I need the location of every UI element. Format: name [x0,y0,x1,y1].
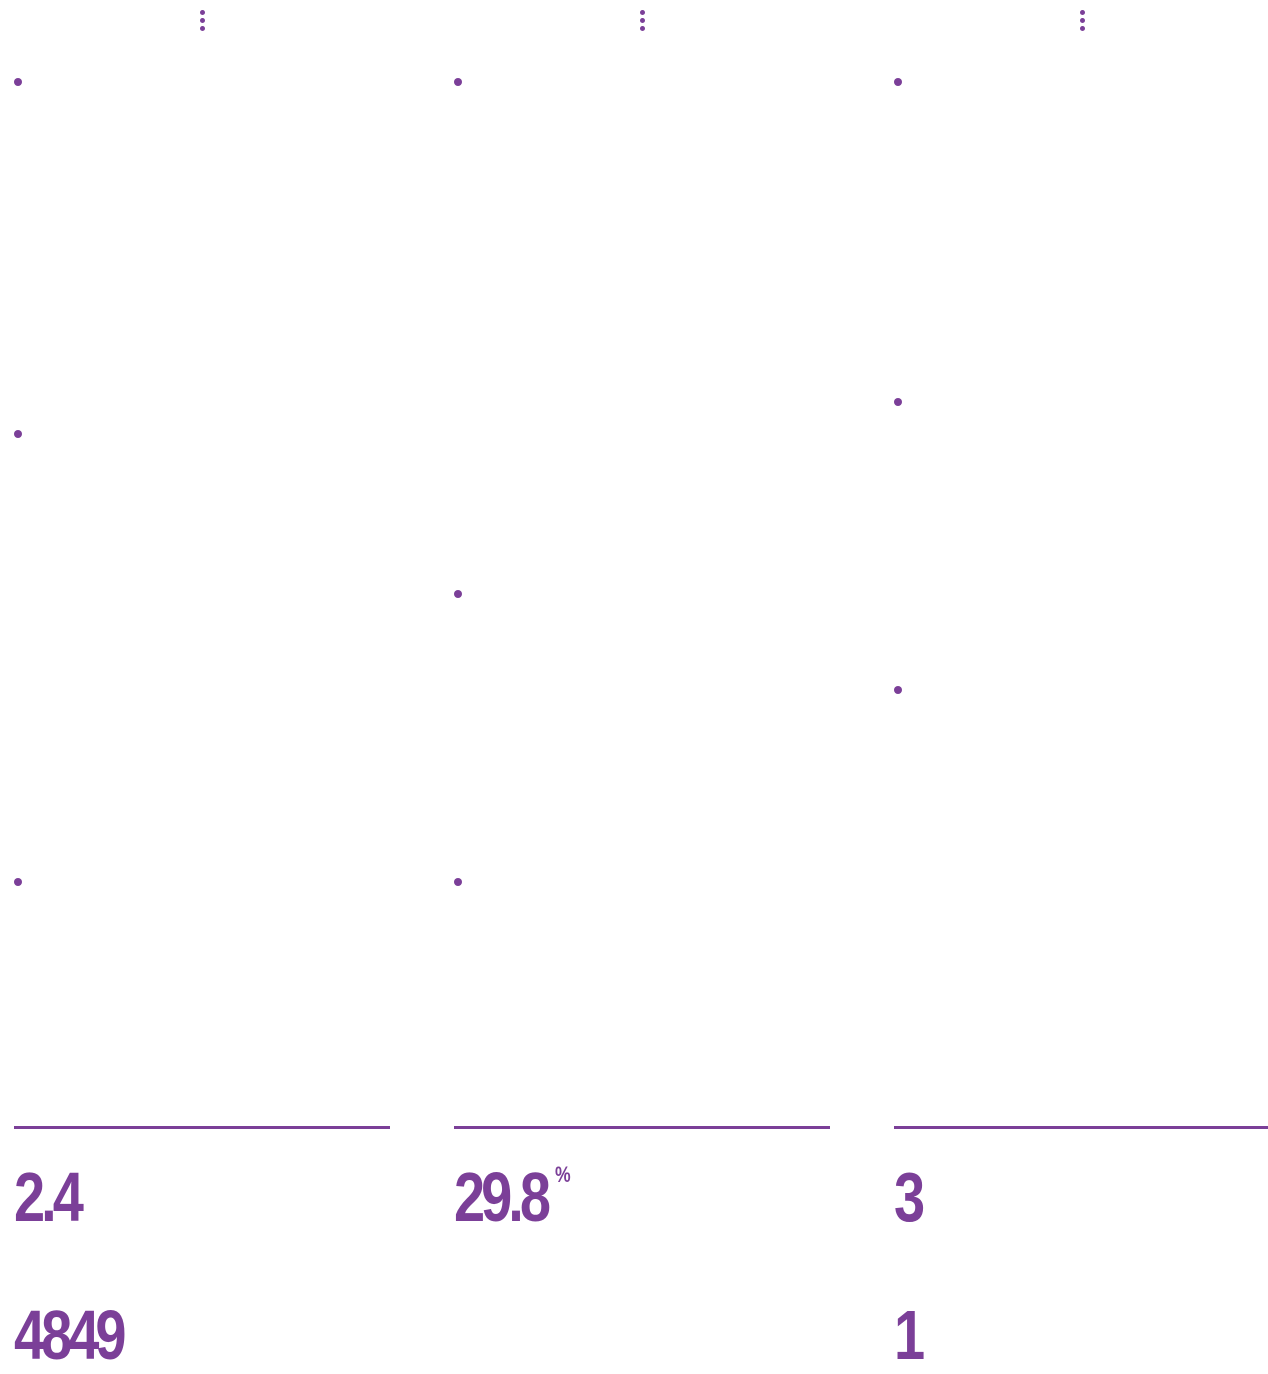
stat-value: 2.4 [14,1158,84,1236]
bullet-icon [894,78,902,86]
column-1: 2.4 4849 [14,0,390,1374]
divider [894,1126,1268,1129]
stat-unit: % [555,1162,571,1187]
bullet-icon [454,590,462,598]
more-vertical-icon[interactable] [640,10,646,40]
column-2: 29.8% [454,0,830,1368]
bullet-icon [454,78,462,86]
divider [14,1126,390,1129]
column-3: 3 1 [894,0,1268,1374]
stat-value: 29.8% [454,1158,571,1236]
bullet-icon [454,878,462,886]
stat-value: 1 [894,1296,925,1374]
more-vertical-icon[interactable] [200,10,206,40]
stat-value: 3 [894,1158,925,1236]
divider [454,1126,830,1129]
bullet-icon [894,686,902,694]
bullet-icon [14,878,22,886]
bullet-icon [14,430,22,438]
bullet-icon [14,78,22,86]
more-vertical-icon[interactable] [1080,10,1086,40]
stat-value: 4849 [14,1296,127,1374]
bullet-icon [894,398,902,406]
